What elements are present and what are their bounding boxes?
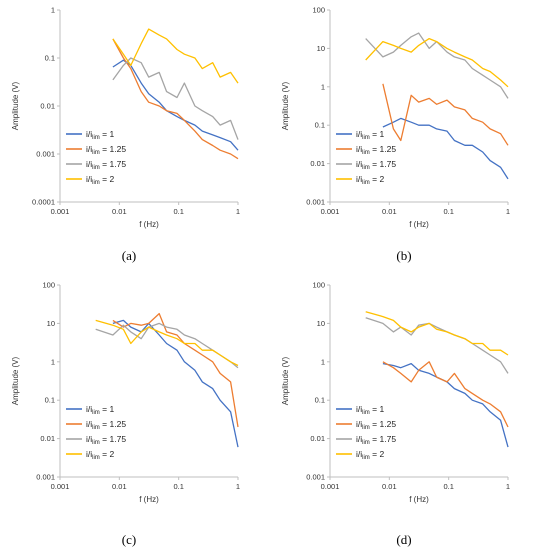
- legend-label: i/ilim = 2: [86, 174, 114, 186]
- chart-svg: 0.001 0.01 0.1 1 10 100 0.001 0.01 0.1 1 f (Hz) Amp…: [281, 6, 510, 230]
- series-line-1: [112, 319, 239, 448]
- y-tick-label: 0.01: [310, 434, 325, 443]
- x-tick-label: 0.01: [382, 207, 397, 216]
- series-line-3: [95, 322, 239, 369]
- y-tick-label: 0.1: [45, 54, 55, 63]
- y-tick-label: 0.001: [306, 473, 325, 482]
- x-tick-label: 0.001: [321, 207, 340, 216]
- series-line-4: [365, 37, 509, 88]
- x-tick-label: 0.01: [382, 482, 397, 491]
- series-line-2: [112, 38, 239, 160]
- legend-label: i/ilim = 1.75: [356, 434, 396, 446]
- x-tick-label: 0.001: [51, 207, 70, 216]
- x-tick-label: 0.1: [173, 207, 183, 216]
- series-line-2: [382, 83, 509, 146]
- y-axis-title: Amplitude (V): [281, 356, 290, 405]
- series-line-1: [382, 362, 509, 448]
- x-tick-label: 0.1: [443, 207, 453, 216]
- series-line-4: [95, 319, 239, 367]
- x-tick-label: 1: [506, 482, 510, 491]
- x-tick-label: 0.01: [112, 207, 127, 216]
- caption-b: (b): [396, 248, 412, 263]
- y-tick-label: 1: [321, 357, 325, 366]
- series-line-2: [382, 361, 509, 428]
- y-tick-label: 0.001: [36, 473, 55, 482]
- caption-c: (c): [121, 532, 137, 547]
- legend-label: i/ilim = 2: [356, 449, 384, 461]
- legend-label: i/ilim = 1.75: [86, 434, 126, 446]
- y-tick-label: 0.001: [36, 150, 55, 159]
- series-line-3: [365, 317, 509, 374]
- x-tick-label: 1: [236, 207, 240, 216]
- y-tick-label: 0.1: [315, 121, 325, 130]
- chart-svg: 0.001 0.01 0.1 1 10 100 0.001 0.01 0.1 1 f (Hz) Amp…: [281, 281, 510, 505]
- y-tick-label: 1: [321, 82, 325, 91]
- x-axis-title: f (Hz): [409, 495, 429, 504]
- legend-label: i/ilim = 1.25: [86, 419, 126, 431]
- legend-label: i/ilim = 1.25: [356, 144, 396, 156]
- y-axis-title: Amplitude (V): [11, 81, 20, 130]
- chart-panel-d: 0.001 0.01 0.1 1 10 100 0.001 0.01 0.1 1 f (Hz) Amp…: [270, 275, 540, 550]
- legend-label: i/ilim = 1.25: [356, 419, 396, 431]
- series-line-1: [112, 59, 239, 151]
- series-line-3: [365, 32, 509, 99]
- x-tick-label: 0.001: [321, 482, 340, 491]
- series-line-2: [112, 312, 239, 428]
- series-line-4: [112, 28, 239, 84]
- x-axis-title: f (Hz): [139, 495, 159, 504]
- legend-label: i/ilim = 2: [86, 449, 114, 461]
- y-tick-label: 100: [42, 281, 55, 290]
- legend-label: i/ilim = 1: [356, 404, 384, 416]
- y-tick-label: 0.0001: [32, 198, 55, 207]
- y-tick-label: 10: [317, 319, 325, 328]
- legend-label: i/ilim = 1: [86, 404, 114, 416]
- chart-panel-c: 0.001 0.01 0.1 1 10 100 0.001 0.01 0.1 1 f (Hz) Amp…: [0, 275, 270, 550]
- y-tick-label: 0.1: [45, 396, 55, 405]
- y-tick-label: 1: [51, 6, 55, 15]
- y-axis-title: Amplitude (V): [281, 81, 290, 130]
- series-line-1: [382, 117, 509, 180]
- y-tick-label: 100: [312, 281, 325, 290]
- y-tick-label: 0.1: [315, 396, 325, 405]
- x-axis-title: f (Hz): [409, 220, 429, 229]
- x-tick-label: 1: [236, 482, 240, 491]
- legend-label: i/ilim = 1: [356, 129, 384, 141]
- series-line-4: [365, 311, 509, 356]
- x-tick-label: 0.01: [112, 482, 127, 491]
- x-tick-label: 0.001: [51, 482, 70, 491]
- chart-panel-b: 0.001 0.01 0.1 1 10 100 0.001 0.01 0.1 1 f (Hz) Amp…: [270, 0, 540, 275]
- caption-d: (d): [396, 532, 412, 547]
- x-tick-label: 0.1: [173, 482, 183, 491]
- legend-label: i/ilim = 1.25: [86, 144, 126, 156]
- y-axis-title: Amplitude (V): [11, 356, 20, 405]
- chart-panel-a: 0.0001 0.001 0.01 0.1 1 0.001 0.01 0.1 1 f (Hz) Am…: [0, 0, 270, 275]
- y-tick-label: 10: [47, 319, 55, 328]
- legend-label: i/ilim = 1: [86, 129, 114, 141]
- legend-label: i/ilim = 1.75: [86, 159, 126, 171]
- y-tick-label: 10: [317, 44, 325, 53]
- legend-label: i/ilim = 1.75: [356, 159, 396, 171]
- y-tick-label: 1: [51, 357, 55, 366]
- caption-a: (a): [121, 248, 137, 263]
- x-axis-title: f (Hz): [139, 220, 159, 229]
- y-tick-label: 0.01: [40, 434, 55, 443]
- chart-svg: 0.001 0.01 0.1 1 10 100 0.001 0.01 0.1 1 f (Hz) Amp…: [11, 281, 240, 505]
- x-tick-label: 1: [506, 207, 510, 216]
- x-tick-label: 0.1: [443, 482, 453, 491]
- y-tick-label: 0.01: [310, 159, 325, 168]
- y-tick-label: 0.001: [306, 198, 325, 207]
- y-tick-label: 100: [312, 6, 325, 15]
- legend-label: i/ilim = 2: [356, 174, 384, 186]
- y-tick-label: 0.01: [40, 102, 55, 111]
